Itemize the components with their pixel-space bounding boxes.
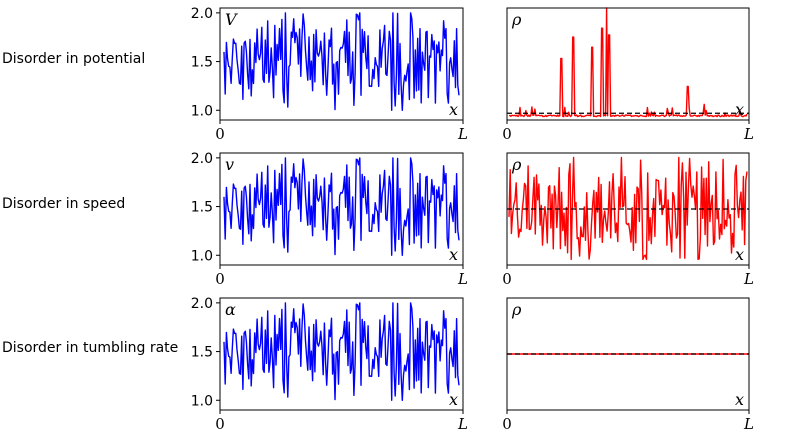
speed-profile-x-tick-label: 0 <box>215 270 225 288</box>
density-speed-x-label: x <box>735 245 744 264</box>
density-tumbling-rate-frame <box>506 297 750 411</box>
potential-profile-series-line <box>223 12 460 111</box>
tumbling-rate-profile-y-tick-label: 2.0 <box>191 296 213 312</box>
density-potential-frame <box>506 7 750 121</box>
potential-profile-y-tick-label: 1.5 <box>191 55 213 71</box>
row-label-potential: Disorder in potential <box>2 51 146 67</box>
tumbling-rate-profile-x-tick-label: 0 <box>215 415 225 433</box>
density-potential-x-tick-label: 0 <box>502 125 512 143</box>
density-tumbling-rate-x-tick-label: 0 <box>502 415 512 433</box>
speed-profile-y-tick-label: 1.5 <box>191 200 213 216</box>
density-potential-symbol-label: ρ <box>511 10 522 29</box>
density-speed-x-tick-label: 0 <box>502 270 512 288</box>
potential-profile-y-tick-label: 1.0 <box>191 103 213 119</box>
row-label-tumbling-rate: Disorder in tumbling rate <box>2 340 179 356</box>
density-speed-frame <box>506 152 750 266</box>
density-tumbling-rate-symbol-label: ρ <box>511 300 522 319</box>
tumbling-rate-profile-frame <box>219 297 464 411</box>
density-speed-series-line <box>508 156 748 261</box>
density-potential-x-tick-label: L <box>743 125 754 143</box>
speed-profile-x-tick-label: L <box>457 270 468 288</box>
density-tumbling-rate-x-tick-label: L <box>743 415 754 433</box>
speed-profile-series-line <box>223 157 460 256</box>
tumbling-rate-profile-y-tick-label: 1.5 <box>191 345 213 361</box>
potential-profile-x-tick-label: L <box>457 125 468 143</box>
tumbling-rate-profile-x-label: x <box>449 390 458 409</box>
density-potential-series-line <box>509 7 748 118</box>
potential-profile-frame <box>219 7 464 121</box>
potential-profile-x-tick-label: 0 <box>215 125 225 143</box>
density-potential-x-label: x <box>735 100 744 119</box>
density-tumbling-rate-x-label: x <box>735 390 744 409</box>
speed-profile-y-tick-label: 1.0 <box>191 248 213 264</box>
tumbling-rate-profile-symbol-label: α <box>225 300 236 319</box>
density-speed-symbol-label: ρ <box>511 155 522 174</box>
potential-profile-y-tick-label: 2.0 <box>191 6 213 22</box>
row-label-speed: Disorder in speed <box>2 196 126 212</box>
speed-profile-y-tick-label: 2.0 <box>191 151 213 167</box>
speed-profile-frame <box>219 152 464 266</box>
speed-profile-x-label: x <box>449 245 458 264</box>
speed-profile-symbol-label: v <box>225 155 234 174</box>
potential-profile-symbol-label: V <box>225 10 238 29</box>
tumbling-rate-profile-x-tick-label: L <box>457 415 468 433</box>
potential-profile-x-label: x <box>449 100 458 119</box>
density-speed-x-tick-label: L <box>743 270 754 288</box>
tumbling-rate-profile-series-line <box>223 302 460 401</box>
tumbling-rate-profile-y-tick-label: 1.0 <box>191 393 213 409</box>
